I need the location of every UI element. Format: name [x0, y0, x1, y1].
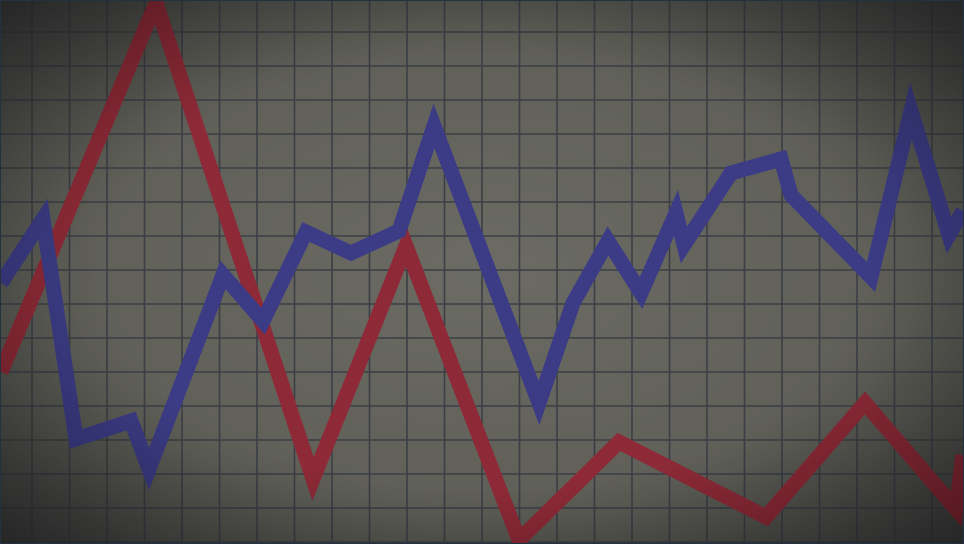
chart-frame — [0, 0, 964, 544]
line-chart — [1, 1, 963, 543]
